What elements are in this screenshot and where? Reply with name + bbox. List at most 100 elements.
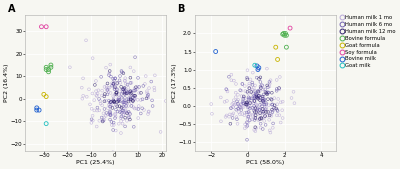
Point (252, 114, 259, 117)
Point (235, 107, 242, 110)
Point (228, 107, 234, 110)
Point (107, 104, 114, 106)
Point (119, 112, 125, 114)
Point (265, 91, 272, 94)
Point (83, 39, 89, 42)
Point (255, 89, 261, 92)
Point (93, 94, 100, 96)
Point (266, 118, 272, 121)
Point (100, 112, 107, 115)
Point (36, 109, 42, 112)
Point (278, 101, 284, 104)
Point (238, 89, 244, 92)
Point (116, 79, 123, 82)
Point (245, 115, 252, 118)
Point (233, 116, 240, 118)
Point (260, 88, 266, 91)
Point (279, 109, 286, 112)
Point (238, 95, 245, 98)
Point (260, 110, 267, 113)
Point (249, 83, 256, 86)
Point (101, 100, 108, 103)
Point (101, 86, 108, 88)
Point (127, 113, 133, 115)
Point (118, 70, 125, 72)
X-axis label: PC1 (25.4%): PC1 (25.4%) (76, 160, 115, 165)
Point (235, 107, 241, 110)
Point (240, 106, 247, 108)
Point (274, 88, 280, 90)
Point (120, 118, 126, 120)
Point (224, 114, 230, 117)
Point (145, 93, 151, 96)
Point (262, 90, 268, 93)
Point (239, 83, 246, 85)
Point (265, 86, 271, 89)
Point (99, 94, 105, 97)
X-axis label: PC1 (58.0%): PC1 (58.0%) (246, 160, 284, 165)
Point (247, 78, 254, 81)
Point (132, 97, 138, 100)
Point (103, 112, 110, 114)
Point (226, 75, 232, 78)
Point (242, 85, 248, 87)
Point (218, 120, 224, 123)
Point (248, 91, 254, 93)
Point (118, 95, 124, 98)
Point (255, 68, 261, 70)
Point (233, 108, 240, 111)
Point (106, 103, 112, 106)
Point (140, 84, 146, 87)
Point (259, 95, 266, 98)
Point (112, 117, 118, 119)
Point (87, 103, 93, 106)
Point (141, 108, 147, 111)
Point (145, 96, 152, 99)
Point (242, 127, 248, 130)
Point (241, 114, 248, 117)
Point (280, 100, 286, 103)
Point (262, 88, 268, 91)
Point (260, 112, 266, 115)
Point (114, 83, 120, 85)
Point (258, 122, 264, 125)
Point (122, 107, 129, 110)
Point (89, 114, 96, 117)
Point (121, 103, 127, 106)
Point (130, 125, 137, 128)
Point (223, 88, 230, 91)
Point (122, 125, 128, 128)
Point (218, 96, 224, 99)
Point (277, 76, 283, 78)
Point (265, 91, 271, 94)
Point (120, 88, 126, 91)
Point (145, 113, 151, 115)
Point (256, 112, 262, 114)
Point (121, 101, 127, 104)
Point (261, 103, 268, 106)
Point (94, 95, 100, 97)
Point (267, 131, 274, 134)
Point (258, 97, 264, 100)
Point (283, 46, 290, 49)
Point (120, 72, 126, 75)
Point (251, 107, 257, 110)
Point (127, 82, 134, 84)
Point (250, 102, 257, 105)
Point (107, 113, 114, 115)
Point (255, 68, 261, 71)
Point (104, 93, 111, 96)
Point (260, 110, 266, 113)
Point (224, 88, 230, 91)
Point (106, 101, 113, 104)
Point (114, 91, 120, 94)
Point (120, 101, 127, 104)
Point (254, 97, 260, 99)
Point (226, 115, 232, 118)
Point (124, 83, 131, 86)
Point (112, 77, 118, 80)
Point (98, 76, 104, 78)
Point (45, 70, 52, 73)
Point (244, 121, 250, 124)
Point (273, 107, 279, 110)
